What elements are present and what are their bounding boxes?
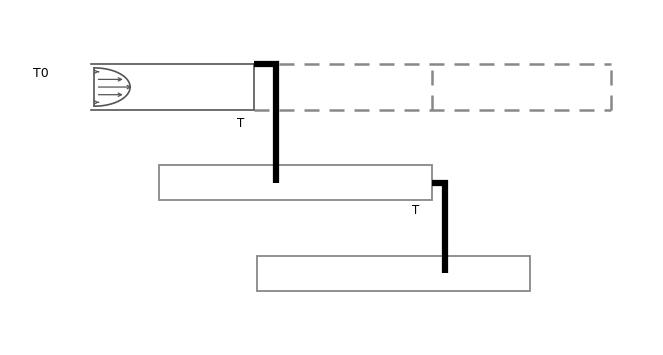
Text: T: T bbox=[412, 203, 419, 217]
Text: T: T bbox=[237, 116, 244, 130]
Bar bbox=[159, 165, 432, 200]
Text: T0: T0 bbox=[32, 67, 48, 80]
Bar bbox=[257, 256, 530, 290]
